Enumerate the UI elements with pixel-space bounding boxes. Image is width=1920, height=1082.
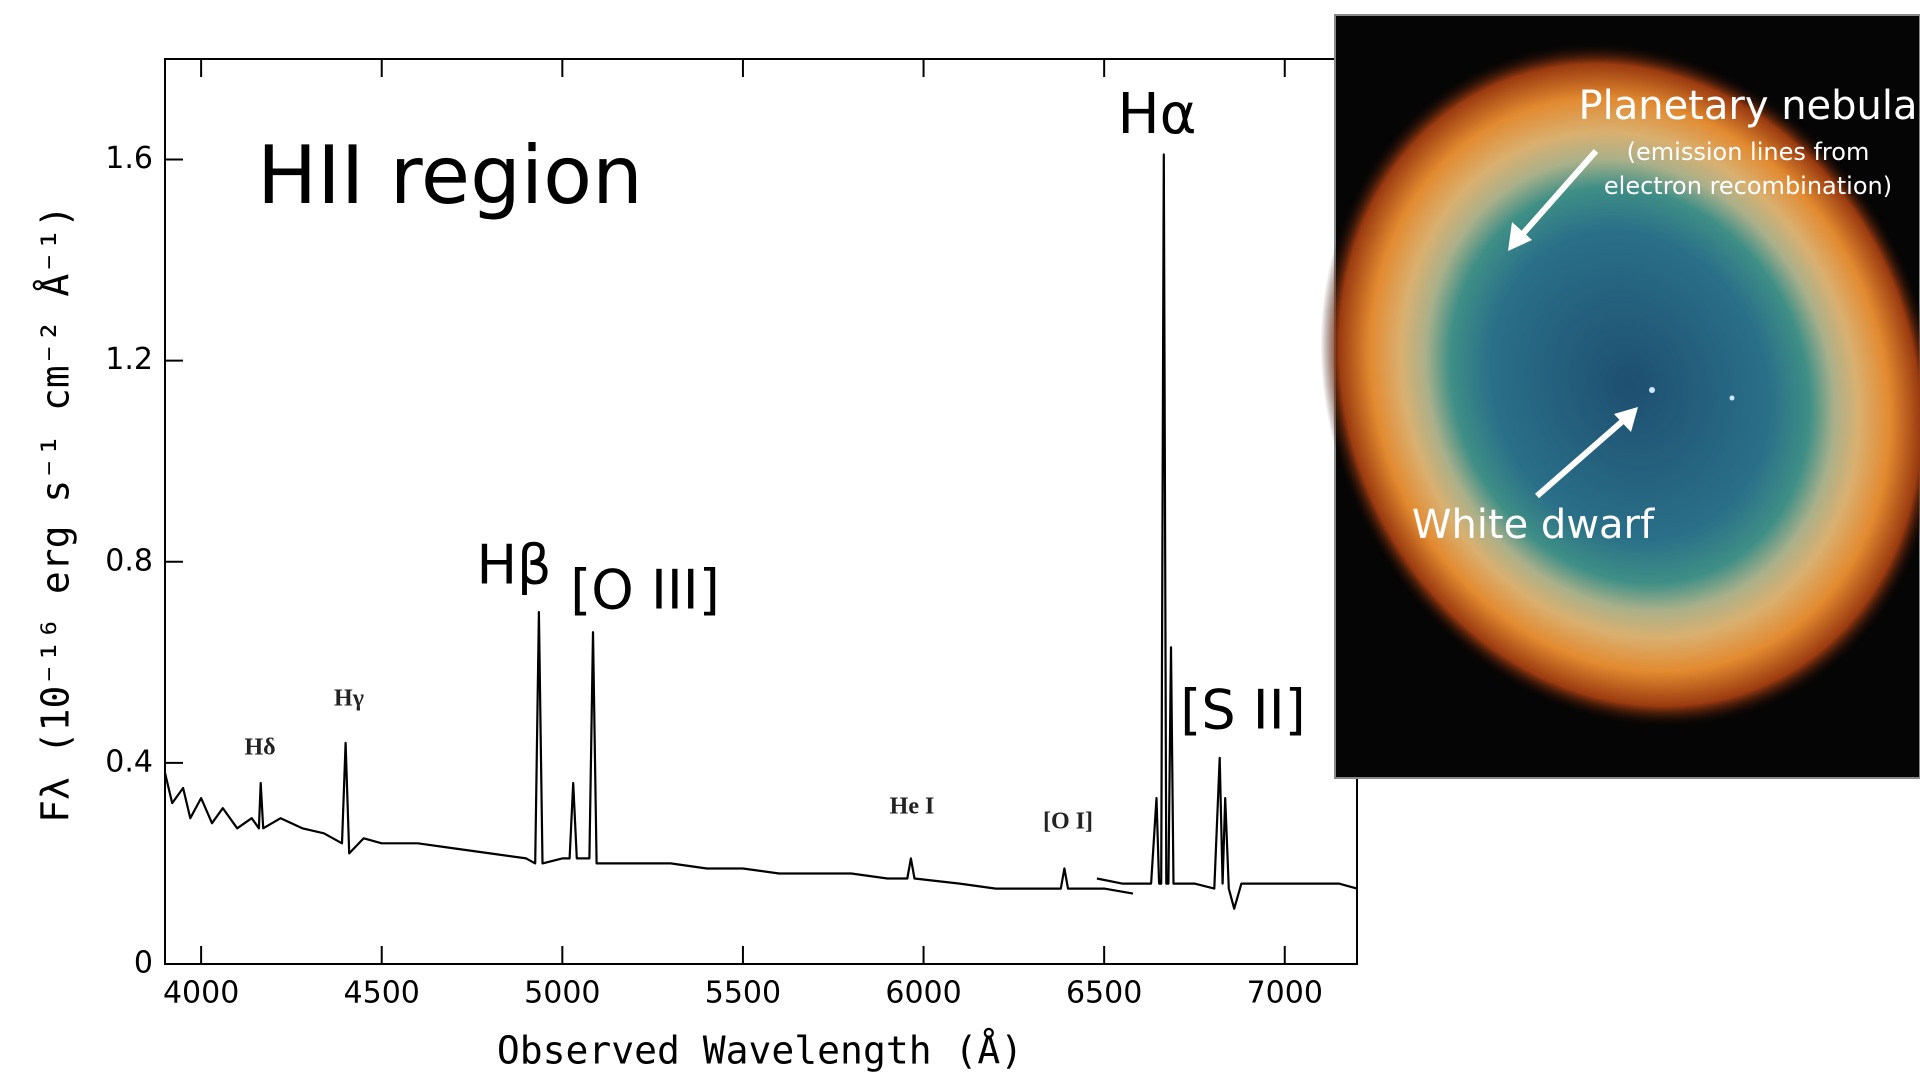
x-tick-label: 6000 [885,976,961,1011]
y-tick-label: 0.8 [105,543,153,578]
spectrum-line [163,611,1134,895]
y-axis-label: Fλ (10⁻¹⁶ erg s⁻¹ cm⁻² Å⁻¹) [34,205,78,823]
x-tick-label: 5500 [705,976,781,1011]
arrow-head [1614,407,1638,432]
x-tick-label: 4000 [163,976,239,1011]
arrow [1517,149,1599,239]
chart: 4000 4500 5000 5500 6000 6500 7000 0 0.4 0.8 1.2 1.… [105,59,1358,1011]
x-axis-label: Observed Wavelength (Å) [497,1029,1023,1073]
star [1729,395,1735,401]
y-tick-label: 1.2 [105,342,153,377]
arrow-head [1508,222,1532,251]
star [1649,387,1655,393]
photo-label: White dwarf [1412,502,1655,548]
y-tick-label: 0 [134,946,153,981]
y-tick-label: 0.4 [105,744,153,779]
nebula [1320,43,1920,727]
annotation: HII region [257,129,643,222]
arrow [1535,416,1627,499]
x-tick-label: 6500 [1066,976,1142,1011]
photo-note: electron recombination) [1604,172,1892,200]
photo-title: Planetary nebula [1578,83,1917,129]
x-tick-label: 7000 [1247,976,1323,1011]
annotation: [S II] [1180,679,1305,742]
annotation: [O I] [1043,809,1093,835]
annotation: Hα [1117,82,1196,147]
x-tick-label: 5000 [524,976,600,1011]
annotation: He I [890,794,935,820]
y-tick-label: 1.6 [105,141,153,176]
annotation: Hδ [244,735,275,761]
spectrum-line [1096,153,1358,910]
nebula-photo: Planetary nebula (emission lines from el… [1320,14,1920,779]
photo-note: (emission lines from [1627,138,1870,166]
annotation: [O III] [570,559,720,622]
annotation: Hγ [334,686,364,712]
annotation: Hβ [476,534,551,597]
x-tick-label: 4500 [344,976,420,1011]
